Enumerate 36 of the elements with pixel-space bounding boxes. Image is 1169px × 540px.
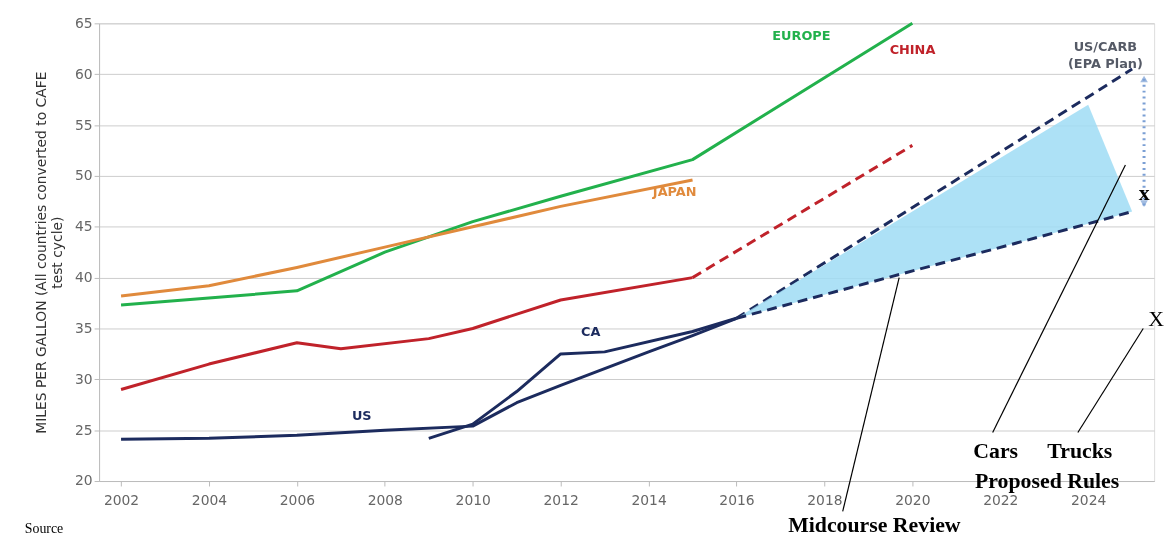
series-label: JAPAN xyxy=(651,183,697,199)
y-axis-title: MILES PER GALLON (All countries converted to CAFE test cycle) xyxy=(33,71,66,434)
x-tick-label: 2018 xyxy=(807,492,843,509)
text: EUROPE xyxy=(772,28,831,44)
y-tick-label: 30 xyxy=(74,370,93,387)
text: Source xyxy=(24,520,64,536)
annotation: Trucks xyxy=(1047,439,1113,464)
text: CHINA xyxy=(889,41,936,57)
series-label: CA xyxy=(581,324,601,340)
y-tick-label: 40 xyxy=(74,269,93,286)
annotation: x xyxy=(1138,180,1150,205)
y-tick-label: 20 xyxy=(74,472,93,489)
series-label: US xyxy=(351,407,372,423)
y-tick-label: 50 xyxy=(74,167,93,184)
y-tick-label: 35 xyxy=(74,319,93,336)
x-tick-label: 2024 xyxy=(1071,492,1107,509)
annotation: Cars xyxy=(973,439,1019,464)
annotation: Proposed Rules xyxy=(975,468,1120,493)
y-tick-label: 65 xyxy=(74,14,93,31)
y-tick-label: 45 xyxy=(74,218,93,235)
x-tick-label: 2014 xyxy=(631,492,667,509)
x-tick-label: 2008 xyxy=(367,492,403,509)
y-tick-label: 25 xyxy=(74,421,93,438)
x-tick-label: 2016 xyxy=(719,492,755,509)
series-label: US/CARB (EPA Plan) xyxy=(1067,39,1143,72)
annotation: X xyxy=(1148,307,1165,332)
x-tick-label: 2012 xyxy=(543,492,579,509)
x-tick-label: 2006 xyxy=(279,492,316,509)
annotation: Midcourse Review xyxy=(788,513,961,538)
x-tick-label: 2020 xyxy=(895,492,931,509)
y-tick-label: 55 xyxy=(74,116,93,133)
x-tick-label: 2002 xyxy=(103,492,140,509)
x-tick-label: 2010 xyxy=(455,492,491,509)
y-tick-label: 60 xyxy=(74,65,93,82)
x-tick-label: 2022 xyxy=(983,492,1019,509)
x-tick-label: 2004 xyxy=(191,492,228,509)
